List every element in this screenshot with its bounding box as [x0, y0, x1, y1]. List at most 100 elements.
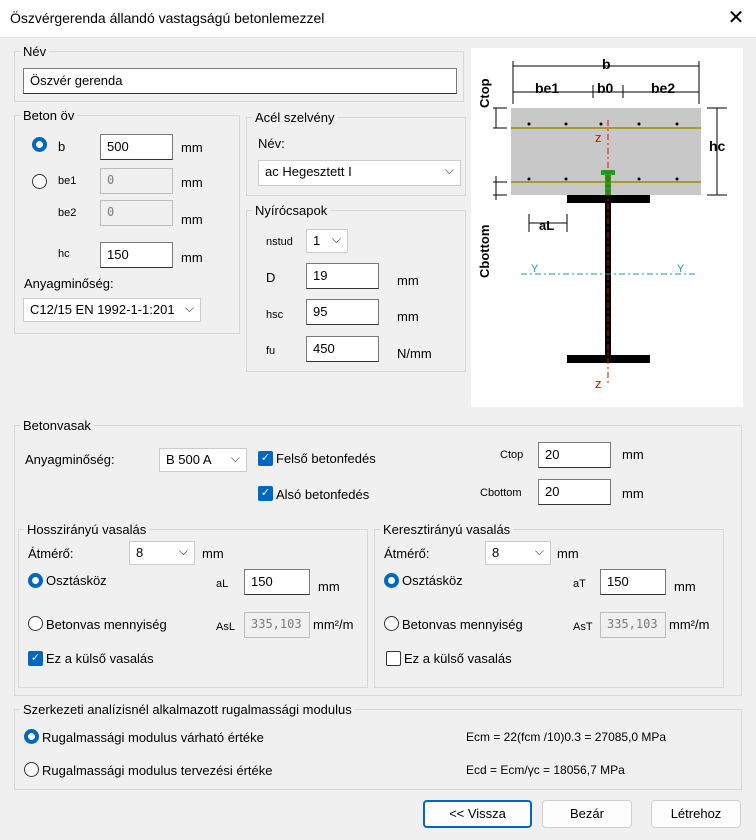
- hossz-as-label: AsL: [216, 621, 235, 633]
- felso-label: Felső betonfedés: [276, 451, 376, 466]
- ctop-dim-label: Ctop: [477, 78, 492, 108]
- hossz-mennyiseg-radio[interactable]: [28, 616, 43, 631]
- kereszt-kulso-label: Ez a külső vasalás: [404, 651, 512, 666]
- be1-dim-label: be1: [535, 80, 559, 96]
- b-unit: mm: [181, 140, 203, 155]
- cross-section-diagram: z z Y Y b be1 b0 be2 Ctop hc Cbottom aL: [471, 48, 743, 407]
- chevron-down-icon: ⌵: [444, 163, 454, 177]
- close-icon[interactable]: ✕: [727, 7, 745, 29]
- hsc-label: hsc: [266, 309, 284, 321]
- betonvasak-anyag-value: B 500 A: [166, 452, 212, 467]
- hossz-a-unit: mm: [318, 579, 340, 594]
- nstud-label: nstud: [266, 236, 293, 248]
- ecd-formula: Ecd = Ecm/γc = 18056,7 MPa: [466, 763, 625, 777]
- varhato-radio[interactable]: [24, 729, 39, 744]
- kereszt-as-unit: mm²/m: [669, 617, 710, 632]
- be1-input[interactable]: 0: [100, 168, 173, 194]
- al-dim-label: aL: [539, 218, 554, 233]
- close-button[interactable]: Bezár: [542, 800, 632, 828]
- d-input[interactable]: 19: [306, 263, 379, 289]
- kereszt-osztaskoz-label: Osztásköz: [402, 573, 463, 588]
- fu-input[interactable]: 450: [306, 336, 379, 362]
- kereszt-atmero-label: Átmérő:: [384, 546, 430, 561]
- b-label: b: [58, 139, 66, 154]
- felso-checkbox[interactable]: ✓: [258, 451, 273, 466]
- also-checkbox[interactable]: ✓: [258, 486, 273, 501]
- b-radio[interactable]: [32, 137, 47, 152]
- y-right-label: Y: [677, 263, 685, 275]
- hossz-as-unit: mm²/m: [313, 617, 354, 632]
- hossz-kulso-checkbox[interactable]: ✓: [28, 651, 43, 666]
- hc-dim-label: hc: [709, 138, 726, 154]
- kereszt-kulso-checkbox[interactable]: [386, 651, 401, 666]
- hossz-a-input[interactable]: 150: [244, 569, 310, 595]
- back-button[interactable]: << Vissza: [423, 800, 532, 828]
- nyiro-group: Nyírócsapok: [246, 203, 466, 372]
- kereszt-mennyiseg-radio[interactable]: [384, 616, 399, 631]
- b-input[interactable]: 500: [100, 134, 173, 160]
- kereszt-a-label: aT: [573, 578, 586, 590]
- kereszt-group: Keresztirányú vasalás: [374, 522, 724, 688]
- chevron-down-icon: ⌵: [230, 451, 240, 465]
- kereszt-atmero-unit: mm: [557, 546, 579, 561]
- create-button[interactable]: Létrehoz: [651, 800, 741, 828]
- tervezesi-radio[interactable]: [24, 762, 39, 777]
- nev-input[interactable]: Öszvér gerenda: [23, 68, 457, 94]
- nyiro-legend: Nyírócsapok: [255, 203, 328, 218]
- kereszt-a-unit: mm: [674, 579, 696, 594]
- beton-anyag-select[interactable]: C12/15 EN 1992-1-1:201 ⌵: [23, 298, 201, 322]
- ctop-unit: mm: [622, 447, 644, 462]
- hossz-kulso-label: Ez a külső vasalás: [46, 651, 154, 666]
- acel-group: Acél szelvény: [246, 110, 466, 196]
- nstud-select[interactable]: 1 ⌵: [306, 229, 348, 253]
- hossz-atmero-select[interactable]: 8 ⌵: [129, 541, 195, 565]
- betonvasak-group: Betonvasak: [14, 418, 742, 696]
- be2-unit: mm: [181, 212, 203, 227]
- nev-group: Név: [14, 44, 464, 102]
- kereszt-atmero-select[interactable]: 8 ⌵: [485, 541, 551, 565]
- kereszt-osztaskoz-radio[interactable]: [384, 573, 399, 588]
- ecm-formula: Ecm = 22(fcm /10)0.3 = 27085,0 MPa: [466, 730, 667, 744]
- hossz-atmero-label: Átmérő:: [28, 546, 74, 561]
- cbottom-unit: mm: [622, 486, 644, 501]
- kereszt-a-input[interactable]: 150: [600, 569, 666, 595]
- hossz-atmero-value: 8: [136, 545, 144, 560]
- hossz-mennyiseg-label: Betonvas mennyiség: [46, 617, 167, 632]
- be1-unit: mm: [181, 175, 203, 190]
- betonvasak-anyag-select[interactable]: B 500 A ⌵: [159, 448, 247, 472]
- hossz-osztaskoz-label: Osztásköz: [46, 573, 107, 588]
- kereszt-as-input[interactable]: 335,103: [600, 612, 666, 638]
- kereszt-legend: Keresztirányú vasalás: [383, 522, 511, 537]
- fu-unit: N/mm: [397, 346, 432, 361]
- ctop-input[interactable]: 20: [538, 442, 611, 468]
- cbottom-input[interactable]: 20: [538, 479, 611, 505]
- y-left-label: Y: [531, 263, 539, 275]
- nev-legend: Név: [23, 44, 47, 59]
- hc-input[interactable]: 150: [100, 242, 173, 268]
- hossz-atmero-unit: mm: [202, 546, 224, 561]
- fu-label: fu: [266, 345, 276, 357]
- d-unit: mm: [397, 273, 419, 288]
- varhato-label: Rugalmassági modulus várható értéke: [42, 730, 264, 745]
- hossz-a-label: aL: [216, 578, 229, 590]
- be2-dim-label: be2: [651, 80, 675, 96]
- hc-unit: mm: [181, 250, 203, 265]
- be2-label: be2: [58, 207, 77, 219]
- beton-anyag-value: C12/15 EN 1992-1-1:201: [30, 302, 175, 317]
- hossz-osztaskoz-radio[interactable]: [28, 573, 43, 588]
- hsc-input[interactable]: 95: [306, 299, 379, 325]
- cbottom-dim-label: Cbottom: [477, 225, 492, 278]
- ctop-label: Ctop: [500, 449, 524, 461]
- rebar-dots: [527, 122, 679, 181]
- acel-nev-select[interactable]: ac Hegesztett I ⌵: [258, 160, 461, 186]
- kereszt-as-label: AsT: [573, 621, 593, 633]
- chevron-down-icon: ⌵: [534, 544, 544, 558]
- also-label: Alsó betonfedés: [276, 487, 370, 502]
- hossz-as-input[interactable]: 335,103: [244, 612, 310, 638]
- b-dim-label: b: [602, 56, 611, 72]
- hc-label: hc: [58, 248, 70, 260]
- tervezesi-label: Rugalmassági modulus tervezési értéke: [42, 763, 273, 778]
- be2-input[interactable]: 0: [100, 200, 173, 226]
- be1-radio[interactable]: [32, 174, 47, 189]
- betonvasak-legend: Betonvasak: [23, 418, 91, 433]
